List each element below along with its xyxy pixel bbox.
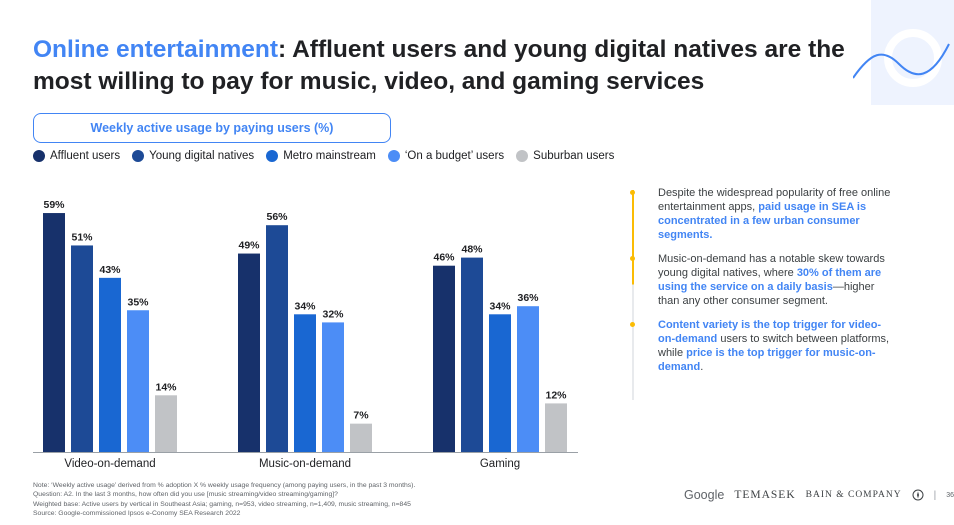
legend-label: Metro mainstream [283, 150, 376, 162]
bar-2-2 [489, 314, 511, 452]
insight-text: Music-on-demand has a notable skew towar… [658, 253, 885, 279]
bar-value-label: 34% [489, 300, 511, 312]
legend-item-on-a-budget: ‘On a budget’ users [387, 150, 505, 162]
insight-highlight: paid usage in SEA is concentrated in a f… [658, 201, 867, 241]
bullet-timeline-line [632, 190, 634, 400]
insight-item: Music-on-demand has a notable skew towar… [628, 252, 898, 308]
category-label: Gaming [480, 458, 520, 470]
bar-4-1 [350, 423, 372, 452]
bar-value-label: 49% [238, 240, 260, 252]
bar-3-2 [517, 306, 539, 452]
bar-value-label: 32% [322, 308, 344, 320]
bar-2-1 [294, 314, 316, 452]
bar-2-0 [99, 277, 121, 452]
footnote-line: Source: Google-commissioned Ipsos e-Cono… [33, 510, 241, 518]
bar-1-1 [266, 225, 288, 452]
footnote-line: Question: A2. In the last 3 months, how … [33, 491, 338, 499]
legend-label: Young digital natives [149, 150, 255, 162]
footer-separator: | [933, 489, 937, 501]
insight-highlight: 30% of them are using the service on a d… [658, 267, 882, 293]
title-highlight: Online entertainment [33, 36, 279, 63]
insight-item: Content variety is the top trigger for v… [628, 318, 898, 374]
bar-value-label: 7% [353, 410, 369, 422]
legend-item-young-digital-natives: Young digital natives [132, 150, 254, 162]
legend-marker [132, 150, 145, 162]
insight-highlight: Content variety is the top trigger for v… [658, 319, 882, 345]
partner-logos: Google TEMASEK BAIN & COMPANY | 36 [684, 488, 954, 502]
bar-3-1 [322, 322, 344, 452]
page-number: 36 [946, 491, 954, 499]
chart-title: Weekly active usage by paying users (%) [33, 113, 391, 143]
insight-text: . [700, 361, 704, 373]
legend-marker [516, 150, 529, 162]
bar-value-label: 48% [461, 244, 483, 256]
bain-logo: BAIN & COMPANY [805, 490, 902, 500]
compass-icon [912, 489, 924, 501]
bar-value-label: 46% [433, 252, 455, 264]
bar-value-label: 35% [127, 296, 149, 308]
bar-4-0 [155, 395, 177, 452]
bullet-dot [630, 190, 635, 195]
bar-0-0 [43, 213, 65, 452]
title-rest: : Affluent users and young digital nativ… [33, 36, 845, 95]
bar-0-1 [238, 253, 260, 452]
legend-marker [266, 150, 279, 162]
bar-chart: 59% 51% 43% 35% 14% Video-on-demand 49% 56% 34% 3… [33, 199, 578, 470]
bullet-dot [630, 322, 635, 327]
insight-text: users to switch between platforms, while [658, 333, 890, 359]
category-label: Video-on-demand [64, 458, 155, 470]
bar-4-2 [545, 403, 567, 452]
bar-value-label: 56% [266, 211, 288, 223]
bullet-dot [630, 256, 635, 261]
insight-text: Despite the widespread popularity of fre… [658, 187, 891, 213]
bar-value-label: 34% [294, 300, 316, 312]
bar-value-label: 43% [99, 264, 121, 276]
temasek-logo: TEMASEK [734, 489, 796, 501]
legend-item-suburban: Suburban users [516, 150, 614, 162]
bar-value-label: 14% [155, 381, 177, 393]
legend-item-metro-mainstream: Metro mainstream [266, 150, 376, 162]
bar-value-label: 59% [43, 199, 65, 211]
footnote-line: Note: ‘Weekly active usage’ derived from… [33, 482, 416, 489]
legend-label: Suburban users [533, 150, 615, 162]
bar-value-label: 36% [517, 292, 539, 304]
insight-text: —higher than any other consumer segment. [658, 281, 875, 307]
chart-legend: Affluent users Young digital natives Met… [33, 150, 614, 162]
decorative-wave-graphic [853, 0, 954, 105]
insight-highlight: price is the top trigger for music-on-de… [658, 347, 876, 373]
legend-marker [387, 150, 400, 162]
bar-1-2 [461, 257, 483, 452]
legend-label: Affluent users [50, 150, 121, 162]
legend-marker [33, 150, 45, 162]
footnote-line: Weighted base: Active users by vertical … [33, 500, 411, 508]
bar-1-0 [71, 245, 93, 452]
bar-3-0 [127, 310, 149, 452]
bar-0-2 [433, 265, 455, 452]
legend-item-affluent: Affluent users [33, 150, 120, 162]
footnotes: Note: ‘Weekly active usage’ derived from… [33, 481, 415, 519]
key-insights: Despite the widespread popularity of fre… [628, 186, 898, 400]
page-title: Online entertainment: Affluent users and… [33, 34, 863, 98]
bar-value-label: 51% [71, 231, 93, 243]
bar-value-label: 12% [545, 389, 567, 401]
category-label: Music-on-demand [259, 458, 351, 470]
insight-item: Despite the widespread popularity of fre… [628, 186, 898, 242]
legend-label: ‘On a budget’ users [404, 150, 505, 162]
google-logo: Google [684, 488, 725, 502]
